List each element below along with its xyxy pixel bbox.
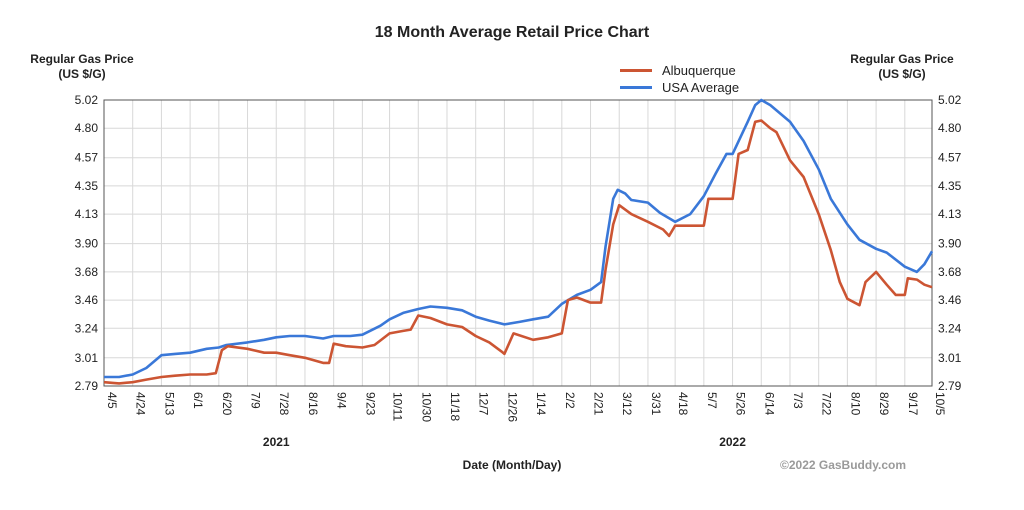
x-tick-label: 5/13	[162, 392, 176, 416]
plot-frame	[103, 99, 933, 387]
legend-item-albuquerque: Albuquerque	[620, 62, 739, 79]
x-tick-label: 8/16	[306, 392, 320, 416]
x-tick-label: 5/7	[705, 392, 719, 409]
x-tick-label: 7/22	[820, 392, 834, 416]
y-axis-title-right: Regular Gas Price (US $/G)	[850, 52, 954, 81]
legend: Albuquerque USA Average	[620, 62, 739, 96]
y-tick-label-right: 3.46	[938, 293, 962, 307]
x-tick-label: 11/18	[448, 392, 462, 421]
x-tick-label: 7/3	[791, 392, 805, 409]
x-tick-label: 4/5	[105, 392, 119, 409]
plot-area	[104, 100, 932, 386]
y-tick-label-left: 3.90	[75, 237, 99, 251]
year-label: 2021	[263, 435, 290, 449]
series-line-usa-average	[104, 98, 934, 379]
copyright-text: ©2022 GasBuddy.com	[780, 458, 906, 472]
x-axis-title: Date (Month/Day)	[462, 458, 562, 472]
year-label: 2022	[719, 435, 746, 449]
legend-label-albuquerque: Albuquerque	[662, 63, 736, 78]
y-tick-label-right: 3.90	[938, 237, 962, 251]
y-tick-label-left: 2.79	[75, 379, 99, 393]
x-tick-label: 1/14	[534, 392, 548, 416]
y-tick-label-left: 4.35	[75, 179, 99, 193]
x-tick-label: 12/7	[477, 392, 491, 416]
x-tick-label: 5/26	[734, 392, 748, 416]
y-tick-label-right: 3.01	[938, 351, 962, 365]
x-tick-label: 9/4	[335, 392, 349, 409]
x-tick-label: 3/12	[620, 392, 634, 416]
y-tick-label-right: 4.80	[938, 121, 962, 135]
y-tick-label-right: 5.02	[938, 93, 962, 107]
y-tick-label-left: 3.24	[75, 321, 99, 335]
x-tick-label: 8/29	[877, 392, 891, 416]
y-tick-label-right: 4.57	[938, 151, 962, 165]
x-tick-label: 10/5	[933, 392, 947, 416]
y-tick-label-left: 3.68	[75, 265, 99, 279]
y-tick-label-right: 4.35	[938, 179, 962, 193]
x-tick-label: 2/2	[563, 392, 577, 409]
x-tick-label: 3/31	[649, 392, 663, 416]
x-tick-label: 6/1	[191, 392, 205, 409]
y-tick-label-left: 3.01	[75, 351, 99, 365]
y-tick-label-right: 3.24	[938, 321, 962, 335]
x-tick-label: 6/20	[220, 392, 234, 416]
x-tick-label: 6/14	[762, 392, 776, 416]
legend-swatch-albuquerque	[620, 69, 652, 72]
x-tick-label: 7/28	[277, 392, 291, 416]
y-tick-label-left: 4.80	[75, 121, 99, 135]
x-tick-label: 9/17	[906, 392, 920, 416]
y-tick-label-left: 5.02	[75, 93, 99, 107]
x-tick-label: 7/9	[249, 392, 263, 409]
y-tick-label-left: 4.13	[75, 207, 99, 221]
x-tick-label: 2/21	[592, 392, 606, 416]
x-tick-label: 12/26	[505, 392, 519, 422]
y-tick-label-right: 2.79	[938, 379, 962, 393]
x-tick-label: 9/23	[363, 392, 377, 416]
y-tick-label-left: 4.57	[75, 151, 99, 165]
x-tick-label: 10/11	[391, 392, 405, 421]
legend-swatch-usa-average	[620, 86, 652, 89]
x-tick-label: 4/24	[134, 392, 148, 416]
legend-item-usa-average: USA Average	[620, 79, 739, 96]
y-tick-label-right: 3.68	[938, 265, 962, 279]
x-tick-label: 10/30	[419, 392, 433, 422]
x-tick-label: 4/18	[676, 392, 690, 416]
y-tick-label-left: 3.46	[75, 293, 99, 307]
series-line-albuquerque	[103, 119, 933, 385]
x-tick-label: 8/10	[848, 392, 862, 416]
y-tick-label-right: 4.13	[938, 207, 962, 221]
legend-label-usa-average: USA Average	[662, 80, 740, 95]
chart-title: 18 Month Average Retail Price Chart	[374, 24, 650, 41]
y-axis-title-left: Regular Gas Price (US $/G)	[30, 52, 134, 81]
